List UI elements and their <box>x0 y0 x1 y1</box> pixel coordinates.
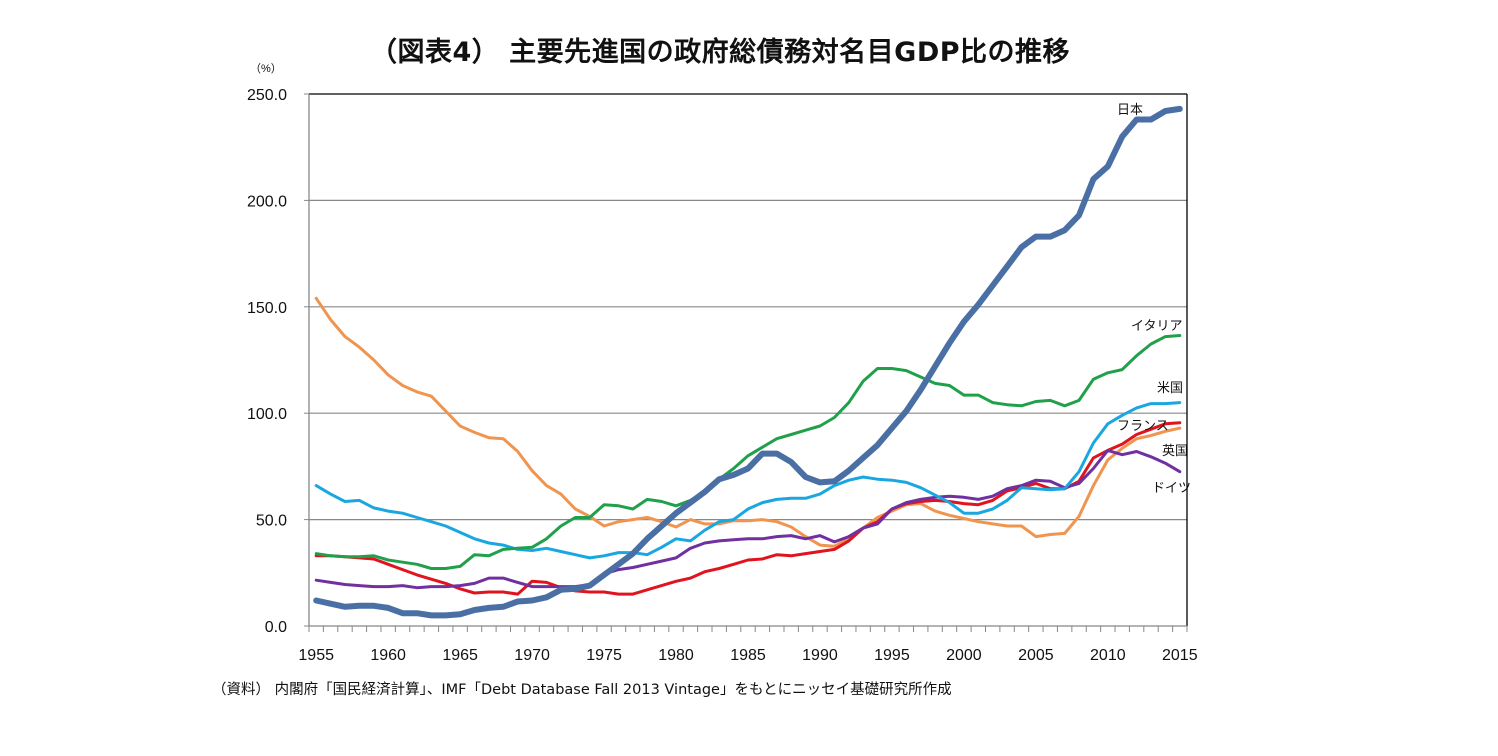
x-tick-label: 1965 <box>442 647 478 664</box>
y-tick-label: 150.0 <box>247 300 287 317</box>
series-line-3 <box>314 421 1182 596</box>
x-tick-label: 1980 <box>658 647 694 664</box>
chart-title: （図表4） 主要先進国の政府総債務対名目GDP比の推移 <box>369 37 1071 68</box>
series-label-0: 日本 <box>1117 103 1143 118</box>
gridlines <box>309 199 1187 521</box>
x-tick-label: 1975 <box>586 647 622 664</box>
x-tick-label: 1995 <box>874 647 910 664</box>
x-tick-label: 2010 <box>1090 647 1126 664</box>
y-tick-label: 50.0 <box>256 513 287 530</box>
series-lines <box>313 105 1183 619</box>
y-tick-label: 0.0 <box>265 619 287 636</box>
y-tick-label: 250.0 <box>247 87 287 104</box>
series-line-5 <box>314 448 1182 590</box>
x-tick-label: 2000 <box>946 647 982 664</box>
series-line-0 <box>313 105 1183 619</box>
series-label-3: フランス <box>1117 419 1169 434</box>
x-tick-label: 1970 <box>514 647 550 664</box>
x-tick-label: 1985 <box>730 647 766 664</box>
x-tick-label: 2015 <box>1162 647 1198 664</box>
series-label-1: イタリア <box>1131 319 1182 334</box>
series-line-4 <box>314 296 1182 548</box>
series-line-1 <box>314 334 1182 570</box>
series-label-2: 米国 <box>1157 381 1183 396</box>
axes: 0.0 50.0 100.0 150.0 200.0 250.0 1955 1960 1965 1… <box>247 87 1198 664</box>
series-label-5: ドイツ <box>1152 481 1191 496</box>
series-label-4: 英国 <box>1162 444 1188 459</box>
x-tick-label: 1955 <box>298 647 334 664</box>
y-axis-unit-label: （%） <box>250 62 282 75</box>
x-tick-label: 2005 <box>1018 647 1054 664</box>
series-line-2 <box>314 401 1182 560</box>
x-tick-label: 1990 <box>802 647 838 664</box>
source-note: （資料） 内閣府「国民経済計算」、IMF「Debt Database Fall … <box>212 682 952 698</box>
x-tick-label: 1960 <box>370 647 406 664</box>
y-tick-label: 200.0 <box>247 193 287 210</box>
y-tick-label: 100.0 <box>247 406 287 423</box>
